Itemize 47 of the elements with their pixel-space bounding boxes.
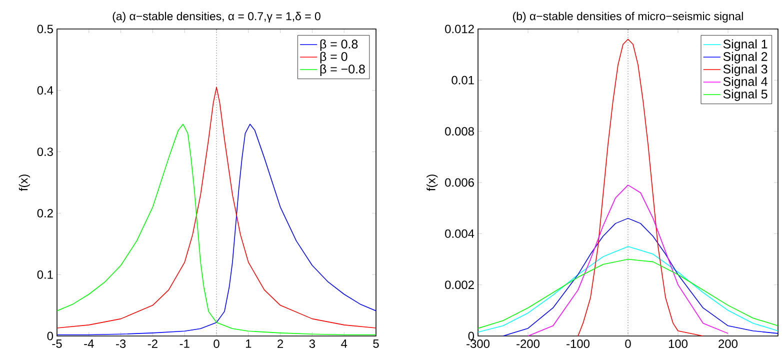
y-tick-label: 0 <box>47 332 54 340</box>
x-tick-label: -300 <box>466 340 490 348</box>
y-tick-label: 0.002 <box>445 280 474 290</box>
x-tick-label: -200 <box>516 340 540 348</box>
x-tick-label: 3 <box>309 340 316 348</box>
legend-label: Signal 5 <box>723 89 768 101</box>
chart-title: (a) α−stable densities, α = 0.7,γ = 1,δ = 0 <box>112 12 320 22</box>
y-axis-title: f(x) <box>426 174 438 191</box>
legend-label: β = 0 <box>320 52 348 64</box>
legend-label: Signal 3 <box>723 64 768 76</box>
x-tick-label: -1 <box>180 340 190 348</box>
y-tick-label: 0.012 <box>445 24 474 34</box>
x-tick-label: 2 <box>278 340 284 348</box>
x-tick-label: -3 <box>116 340 126 348</box>
x-tick-label: 0 <box>214 340 220 348</box>
x-tick-label: 200 <box>718 340 738 348</box>
line-series <box>478 246 778 333</box>
x-tick-label: -5 <box>52 340 62 348</box>
y-tick-label: 0.01 <box>452 76 474 84</box>
y-tick-label: 0.006 <box>445 178 474 187</box>
x-tick-label: 4 <box>341 340 348 348</box>
line-series <box>57 124 376 336</box>
x-tick-label: 1 <box>246 340 252 348</box>
x-tick-label: 100 <box>668 340 688 348</box>
chart-title: (b) α−stable densities of micro−seismic signal <box>513 12 743 22</box>
y-tick-label: 0 <box>468 332 474 340</box>
y-tick-label: 0.5 <box>37 24 53 34</box>
x-tick-label: -2 <box>148 340 158 348</box>
legend-label: Signal 2 <box>723 52 768 64</box>
line-series <box>502 218 778 336</box>
y-tick-label: 0.4 <box>37 86 54 95</box>
y-axis-title: f(x) <box>18 174 30 191</box>
legend-label: β = 0.8 <box>320 39 358 51</box>
line-series <box>578 38 704 336</box>
x-tick-label: -4 <box>84 340 94 348</box>
legend-label: Signal 1 <box>723 39 768 51</box>
y-tick-label: 0.3 <box>37 148 53 156</box>
x-tick-label: 0 <box>625 340 631 348</box>
y-tick-label: 0.008 <box>445 127 474 136</box>
legend-label: β = −0.8 <box>320 64 365 76</box>
y-tick-label: 0.004 <box>445 229 474 238</box>
legend-label: Signal 4 <box>723 76 768 88</box>
y-tick-label: 0.2 <box>37 208 53 218</box>
y-tick-label: 0.1 <box>37 270 53 279</box>
x-tick-label: -100 <box>566 340 590 348</box>
x-tick-label: 5 <box>373 340 379 348</box>
line-series <box>57 86 376 328</box>
